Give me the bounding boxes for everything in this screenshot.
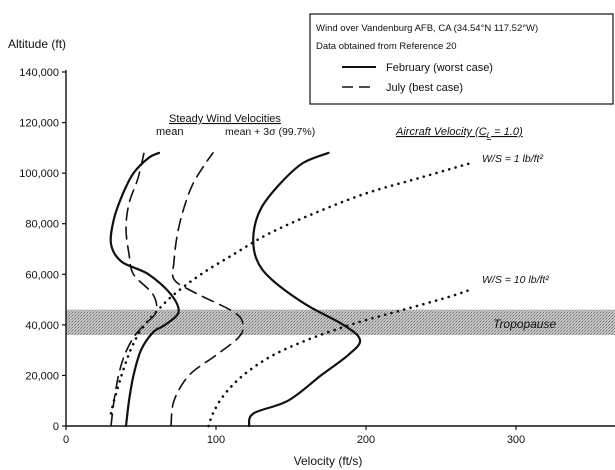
series-ws10-aircraft [207, 288, 473, 428]
x-tick-label: 0 [63, 434, 69, 446]
y-tick-label: 80,000 [25, 219, 59, 231]
series-jul-mean3sigma [170, 152, 245, 427]
mean-label: mean [156, 126, 184, 138]
y-tick-label: 100,000 [19, 168, 59, 180]
legend-july-label: July (best case) [386, 82, 463, 94]
series-ws1-aircraft [109, 161, 473, 415]
series-layer [109, 151, 473, 428]
y-tick-label: 120,000 [19, 118, 59, 130]
series-jul-mean [110, 152, 158, 427]
x-axis-title: Velocity (ft/s) [294, 454, 363, 468]
ws1-label: W/S = 1 lb/ft² [482, 153, 543, 165]
legend: Wind over Vandenburg AFB, CA (34.54°N 11… [309, 13, 614, 105]
steady-wind-annotation: Steady Wind Velocities mean mean + 3σ (9… [156, 113, 315, 138]
x-tick-label: 300 [507, 434, 525, 446]
aircraft-velocity-title: Aircraft Velocity (CL = 1.0) [395, 126, 523, 140]
legend-title-line2: Data obtained from Reference 20 [316, 41, 456, 52]
x-tick-label: 100 [207, 434, 225, 446]
series-feb-mean3sigma [247, 151, 362, 428]
y-tick-label: 0 [53, 421, 59, 433]
aircraft-velocity-title-main: Aircraft Velocity (C [395, 126, 487, 138]
steady-wind-title: Steady Wind Velocities [169, 113, 281, 125]
legend-title-line1: Wind over Vandenburg AFB, CA (34.54°N 11… [316, 23, 538, 34]
tropopause-label: Tropopause [493, 317, 556, 331]
aircraft-velocity-title-sub: L [487, 131, 491, 140]
y-tick-label: 60,000 [25, 269, 59, 281]
aircraft-velocity-title-tail: = 1.0) [491, 126, 523, 138]
y-tick-label: 140,000 [19, 67, 59, 79]
ws10-label: W/S = 10 lb/ft² [482, 274, 549, 286]
y-tick-label: 20,000 [25, 370, 59, 382]
legend-box [309, 13, 614, 105]
axes: 0 20,000 40,000 60,000 80,000 100,000 120,000 1… [19, 67, 615, 446]
aircraft-velocity-annotation: Aircraft Velocity (CL = 1.0) W/S = 1 lb/… [395, 126, 556, 331]
x-tick-label: 200 [357, 434, 375, 446]
mean-3sigma-label: mean + 3σ (99.7%) [225, 126, 315, 138]
series-feb-mean [109, 151, 180, 428]
legend-february-label: February (worst case) [386, 62, 493, 74]
y-axis-title: Altitude (ft) [8, 37, 66, 51]
y-tick-label: 40,000 [25, 320, 59, 332]
